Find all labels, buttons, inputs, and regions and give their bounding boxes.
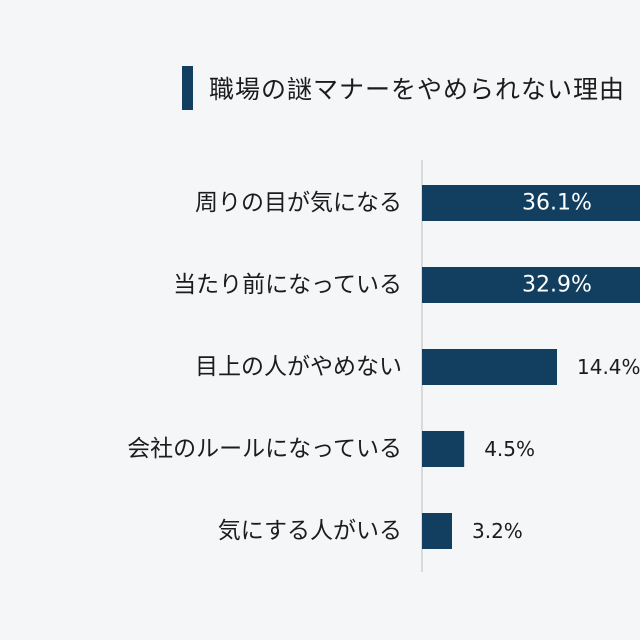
value-label-1: 36.1%: [522, 191, 592, 216]
category-labels-group: 周りの目が気になる当たり前になっている目上の人がやめない会社のルールになっている…: [127, 190, 402, 544]
value-labels-group: 36.1% 32.9% 14.4% 4.5% 3.2%: [472, 191, 640, 544]
value-label-2: 32.9%: [522, 273, 592, 298]
value-label-4: 4.5%: [484, 437, 535, 461]
bar-1: [422, 185, 640, 221]
bar-5: [422, 513, 452, 549]
category-label-2: 当たり前になっている: [173, 272, 402, 298]
value-label-5: 3.2%: [472, 519, 523, 543]
category-label-3: 目上の人がやめない: [195, 354, 402, 380]
category-label-5: 気にする人がいる: [218, 518, 402, 544]
chart-title-group: 職場の謎マナーをやめられない理由: [182, 66, 625, 110]
chart-title: 職場の謎マナーをやめられない理由: [209, 75, 626, 104]
value-label-3: 14.4%: [577, 355, 640, 379]
bars-group: [422, 185, 640, 549]
category-label-4: 会社のルールになっている: [127, 436, 402, 462]
bar-4: [422, 431, 465, 467]
bar-3: [422, 349, 557, 385]
title-accent-bar: [182, 66, 193, 110]
category-label-1: 周りの目が気になる: [195, 190, 402, 216]
bar-2: [422, 267, 640, 303]
